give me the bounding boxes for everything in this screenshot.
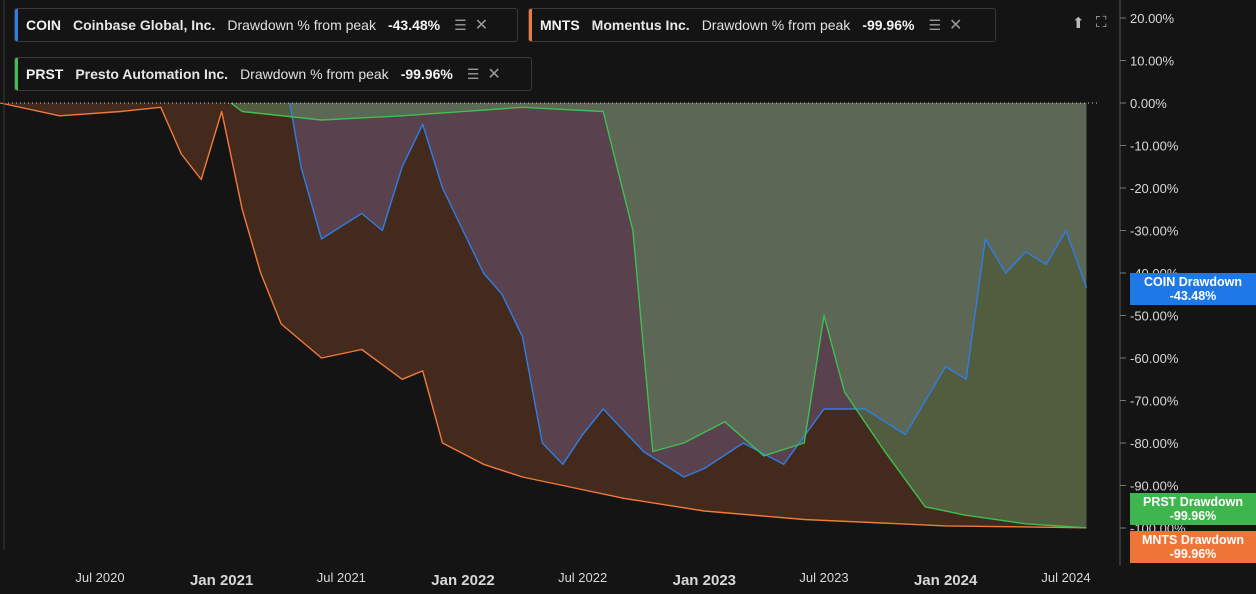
y-tick-label: 20.00% (1130, 11, 1175, 26)
layers-icon[interactable]: ☰ (928, 16, 942, 33)
legend-mnts[interactable]: MNTS Momentus Inc. Drawdown % from peak … (528, 8, 996, 42)
series-line-mnts (0, 102, 1087, 529)
legend-coin[interactable]: COIN Coinbase Global, Inc. Drawdown % fr… (14, 8, 518, 42)
legend-mnts-name: Momentus Inc. (591, 17, 690, 33)
layers-icon[interactable]: ☰ (466, 65, 480, 82)
x-tick-label: Jul 2024 (1041, 570, 1090, 585)
close-icon[interactable]: ✕ (474, 17, 489, 34)
y-tick-label: -30.00% (1130, 224, 1179, 239)
fullscreen-icon[interactable]: ⛶ (1096, 14, 1107, 31)
y-tick-label: -60.00% (1130, 351, 1179, 366)
legend-prst-color (15, 58, 18, 90)
y-tick-label: -90.00% (1130, 479, 1179, 494)
x-tick-label: Jul 2023 (799, 570, 848, 585)
coin-drawdown-tag: COIN Drawdown -43.48% (1130, 273, 1256, 305)
coin-tag-title: COIN Drawdown (1144, 275, 1242, 289)
series-line-coin (289, 102, 1088, 478)
y-tick-label: -70.00% (1130, 394, 1179, 409)
x-tick-label: Jan 2021 (190, 572, 253, 589)
y-tick-label: -20.00% (1130, 181, 1179, 196)
legend-mnts-metric: Drawdown % from peak (701, 17, 851, 33)
mnts-tag-value: -99.96% (1169, 547, 1217, 561)
x-tick-label: Jul 2020 (75, 570, 124, 585)
legend-mnts-color (529, 9, 532, 41)
legend-coin-name: Coinbase Global, Inc. (73, 17, 216, 33)
close-icon[interactable]: ✕ (949, 17, 963, 34)
x-tick-label: Jan 2024 (914, 572, 978, 589)
y-tick-label: -80.00% (1130, 436, 1179, 451)
legend-prst[interactable]: PRST Presto Automation Inc. Drawdown % f… (14, 57, 532, 91)
legend-prst-metric: Drawdown % from peak (240, 66, 389, 82)
prst-drawdown-tag: PRST Drawdown -99.96% (1130, 493, 1256, 525)
x-tick-label: Jul 2021 (317, 570, 366, 585)
close-icon[interactable]: ✕ (487, 66, 501, 83)
series-line-prst (230, 102, 1087, 529)
prst-tag-title: PRST Drawdown (1142, 495, 1243, 509)
series-area-prst (230, 103, 1087, 528)
legend-prst-value: -99.96% (400, 66, 453, 82)
x-tick-label: Jan 2022 (431, 572, 494, 589)
legend-coin-metric: Drawdown % from peak (227, 17, 376, 33)
legend-mnts-symbol: MNTS (540, 17, 580, 33)
mnts-tag-title: MNTS Drawdown (1141, 533, 1245, 547)
y-tick-label: 10.00% (1130, 54, 1175, 69)
legend-prst-name: Presto Automation Inc. (75, 66, 229, 82)
legend-coin-value: -43.48% (387, 17, 441, 33)
y-tick-label: -10.00% (1130, 139, 1179, 154)
layers-icon[interactable]: ☰ (454, 16, 467, 33)
mnts-drawdown-tag: MNTS Drawdown -99.96% (1130, 531, 1256, 563)
export-icon[interactable]: ⬆ (1072, 15, 1085, 32)
legend-mnts-value: -99.96% (862, 17, 915, 33)
prst-tag-value: -99.96% (1169, 509, 1217, 523)
y-tick-label: 0.00% (1130, 96, 1167, 111)
legend-coin-symbol: COIN (26, 17, 61, 33)
x-tick-label: Jan 2023 (673, 572, 736, 589)
legend-prst-symbol: PRST (26, 66, 64, 82)
coin-tag-value: -43.48% (1169, 289, 1217, 303)
y-tick-label: -50.00% (1130, 309, 1179, 324)
legend-coin-color (15, 9, 18, 41)
x-tick-label: Jul 2022 (558, 570, 607, 585)
